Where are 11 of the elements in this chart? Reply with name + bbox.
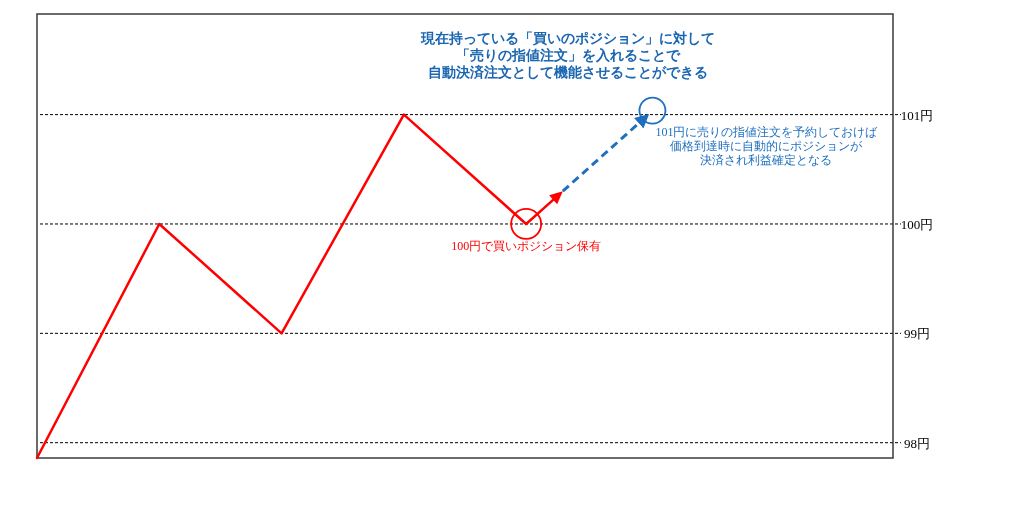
annotation: 101円に売りの指値注文を予約しておけば — [655, 124, 879, 139]
annotation: 価格到達時に自動的にポジションが — [670, 138, 864, 153]
y-tick-label: 100円 — [900, 216, 934, 232]
y-tick-label: 101円 — [900, 107, 934, 123]
annotation: 自動決済注文として機能させることができる — [427, 64, 708, 80]
y-tick-label: 99円 — [904, 326, 930, 342]
y-tick-label: 98円 — [904, 435, 930, 451]
annotation: 決済され利益確定となる — [700, 152, 833, 167]
text: 「売りの指値注文」を入れることで — [455, 47, 681, 63]
text: 現在持っている「買いのポジション」に対して — [419, 30, 715, 46]
annotation: 100円で買いポジション保有 — [451, 238, 602, 253]
